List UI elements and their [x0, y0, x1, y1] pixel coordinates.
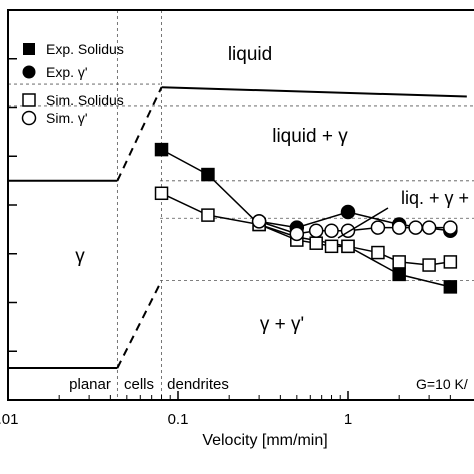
legend-marker-exp-solidus	[23, 43, 35, 55]
region-label-liq-gamma-gammaprime: liq. + γ + γ'	[401, 188, 474, 208]
data-point-circle	[324, 223, 339, 238]
data-point-circle	[251, 214, 267, 229]
data-point-square	[443, 280, 458, 294]
regime-label-dendrites: dendrites	[167, 376, 229, 393]
data-point-square	[341, 239, 355, 254]
data-point-circle	[370, 220, 386, 235]
region-label-gamma: γ	[75, 246, 85, 267]
data-point-circle	[408, 220, 423, 235]
legend-marker-sim-gamma-prime	[21, 110, 37, 126]
legend-marker-sim-solidus	[22, 93, 36, 107]
legend-label-exp-solidus: Exp. Solidus	[46, 41, 124, 57]
regime-label-planar: planar	[69, 376, 111, 393]
data-point-circle	[421, 220, 437, 235]
phase-boundaries	[8, 86, 467, 369]
region-label-liquid-gamma: liquid + γ	[272, 126, 348, 147]
x-tick-label: 1	[344, 411, 352, 428]
data-point-square	[392, 255, 406, 269]
liquidus-line-segment	[116, 86, 163, 182]
regime-label-cells: cells	[124, 376, 154, 393]
data-point-square	[324, 239, 339, 254]
grid-lines	[8, 10, 474, 400]
data-point-square	[371, 245, 385, 260]
data-point-circle	[391, 220, 407, 235]
legend-marker-exp-gamma-prime	[22, 65, 36, 79]
data-point-circle	[289, 226, 305, 242]
data-series	[154, 142, 458, 294]
legend-label-exp-gamma-prime: Exp. γ'	[46, 64, 88, 80]
liquidus-line-segment	[161, 86, 467, 98]
region-label-gamma-gammaprime: γ + γ'	[260, 314, 304, 335]
data-point-circle	[308, 223, 324, 238]
x-axis-label: Velocity [mm/min]	[202, 432, 327, 449]
data-point-circle	[443, 220, 458, 235]
gradient-annotation: G=10 K/	[416, 376, 468, 392]
data-point-circle	[340, 204, 356, 220]
legend: Exp. Solidus Exp. γ' Sim. Solidus Sim. γ…	[21, 41, 124, 126]
data-point-square	[154, 186, 169, 201]
legend-label-sim-gamma-prime: Sim. γ'	[46, 110, 88, 126]
legend-label-sim-solidus: Sim. Solidus	[46, 92, 124, 108]
data-point-square	[422, 258, 436, 272]
x-tick-label: .01	[0, 411, 18, 428]
data-point-square	[443, 255, 458, 269]
lower-solidus-line-segment	[116, 280, 163, 369]
data-point-square	[201, 208, 215, 222]
region-label-liquid: liquid	[228, 44, 272, 65]
data-point-square	[201, 167, 215, 182]
data-point-square	[392, 267, 406, 282]
data-point-square	[309, 236, 323, 250]
x-tick-label: 0.1	[168, 411, 189, 428]
data-point-square	[154, 142, 169, 157]
axis-ticks: .01 0.1 1	[0, 58, 451, 428]
annotation-pointer	[337, 207, 389, 239]
